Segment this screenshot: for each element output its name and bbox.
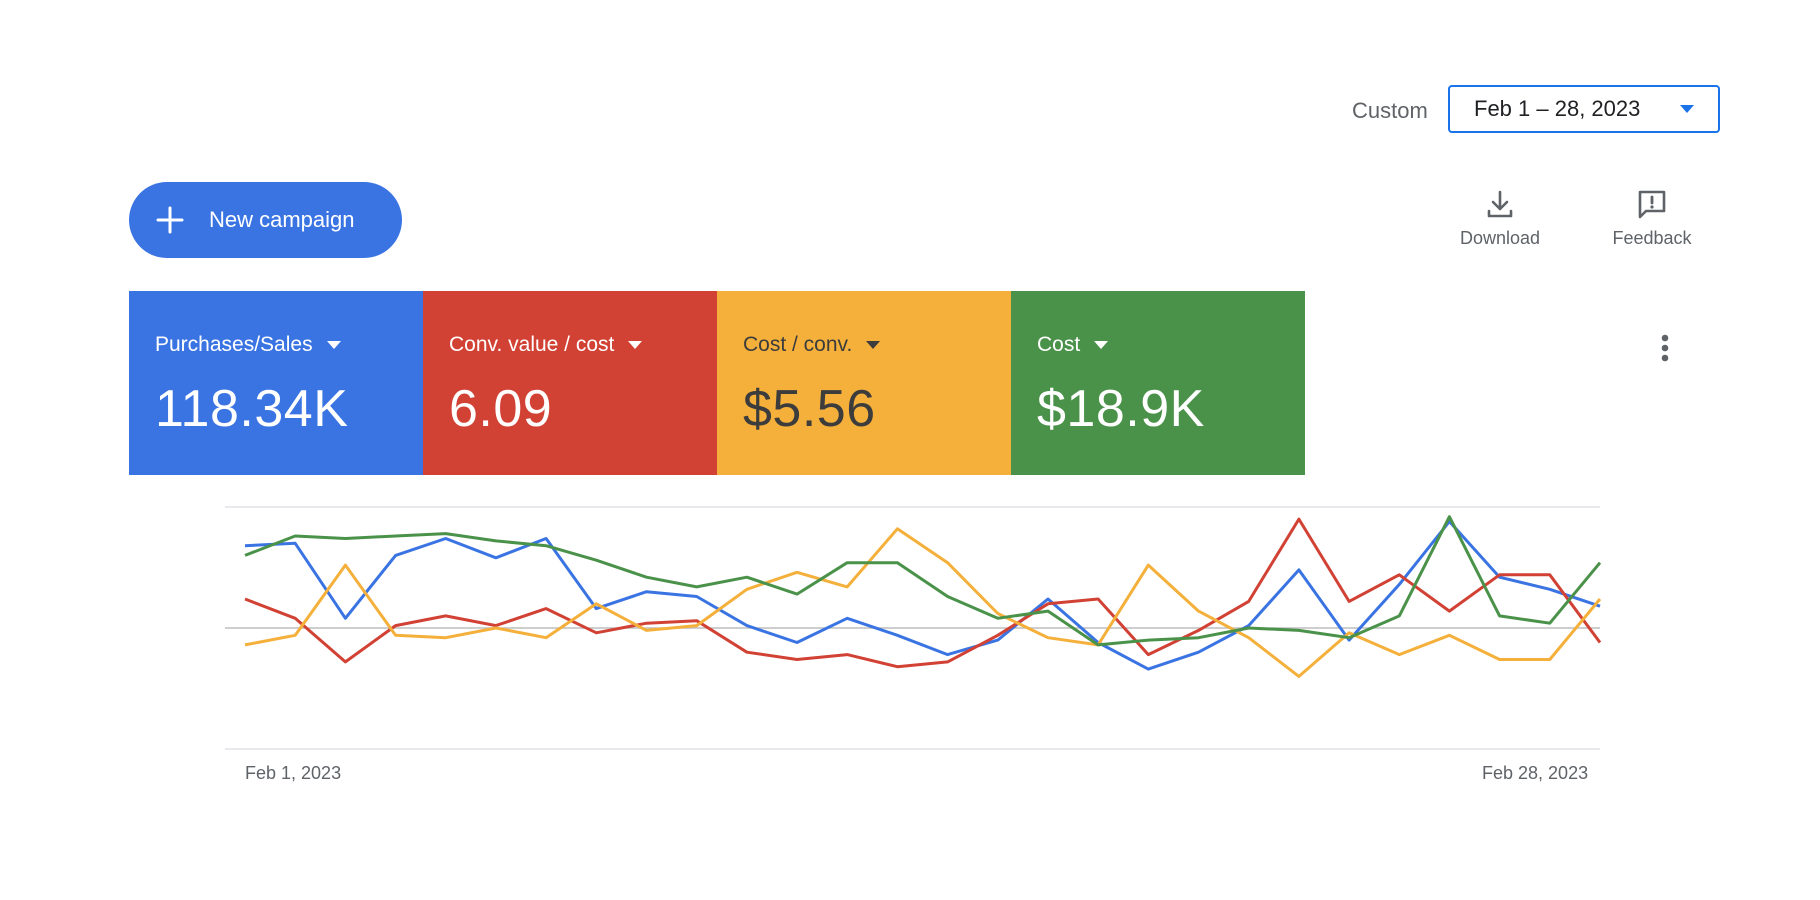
caret-down-icon	[1680, 105, 1694, 113]
metric-label: Conv. value / cost	[449, 333, 615, 356]
metric-card-header[interactable]: Purchases/Sales	[155, 333, 397, 357]
caret-down-icon	[866, 341, 881, 349]
metric-label: Cost	[1037, 333, 1081, 356]
series-line-4	[244, 515, 1602, 647]
caret-down-icon	[1094, 341, 1109, 349]
metric-value: $18.9K	[1037, 380, 1205, 438]
new-campaign-label: New campaign	[209, 207, 355, 232]
metric-card-header[interactable]: Conv. value / cost	[449, 333, 691, 357]
series-line-2	[244, 517, 1602, 669]
feedback-label: Feedback	[1612, 228, 1692, 248]
metric-card-header[interactable]: Cost / conv.	[743, 333, 985, 357]
new-campaign-button[interactable]: New campaign	[129, 182, 402, 258]
x-tick-label-end: Feb 28, 2023	[1482, 763, 1589, 783]
metric-label: Cost / conv.	[743, 333, 853, 356]
metric-card-cost-per-conv[interactable]: Cost / conv. $5.56	[717, 291, 1011, 475]
metric-value: 6.09	[449, 380, 553, 438]
download-label: Download	[1459, 228, 1541, 248]
metric-card-conv-value-cost[interactable]: Conv. value / cost 6.09	[423, 291, 717, 475]
metric-value: 118.34K	[155, 380, 349, 438]
metric-card-cost[interactable]: Cost $18.9K	[1011, 291, 1305, 475]
feedback-icon	[1638, 190, 1666, 219]
download-button[interactable]: Download	[1440, 188, 1560, 249]
series-line-1	[244, 520, 1601, 671]
date-range-label: Custom	[1352, 98, 1428, 123]
date-range-picker[interactable]: Feb 1 – 28, 2023	[1448, 85, 1720, 133]
date-range-value: Feb 1 – 28, 2023	[1474, 96, 1641, 121]
metric-value: $5.56	[743, 380, 876, 438]
metric-card-purchases[interactable]: Purchases/Sales 118.34K	[129, 291, 423, 475]
more-vert-icon[interactable]	[1650, 330, 1680, 366]
caret-down-icon	[628, 341, 643, 349]
caret-down-icon	[326, 341, 341, 349]
metric-label: Purchases/Sales	[155, 333, 313, 356]
plus-icon	[156, 206, 184, 234]
x-tick-label-start: Feb 1, 2023	[245, 763, 342, 783]
feedback-button[interactable]: Feedback	[1592, 188, 1712, 249]
download-icon	[1487, 190, 1513, 218]
series-line-3	[244, 527, 1602, 678]
metric-cards: Purchases/Sales 118.34K Conv. value / co…	[129, 291, 1305, 475]
metric-card-header[interactable]: Cost	[1037, 333, 1279, 357]
